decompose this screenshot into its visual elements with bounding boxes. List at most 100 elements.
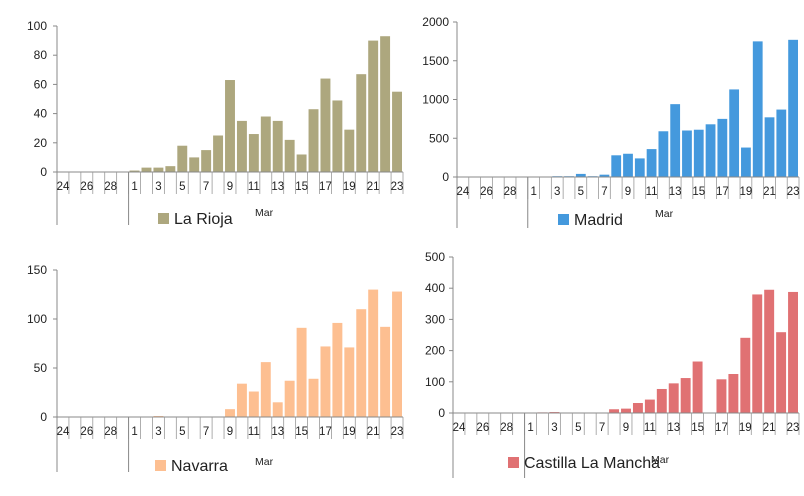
bar-18 [332, 323, 342, 417]
x-tick-label: 24 [57, 181, 70, 193]
legend-swatch [558, 214, 569, 225]
x-tick-label: 9 [227, 426, 233, 438]
bar-18 [729, 89, 739, 177]
legend-label: Castilla La Mancha [524, 455, 660, 472]
x-tick-label: 21 [367, 181, 380, 193]
x-tick-label: 28 [500, 422, 513, 434]
x-tick-label: 11 [248, 426, 260, 438]
x-tick-label: 5 [179, 426, 185, 438]
bar-15 [297, 154, 307, 172]
legend-label: Madrid [574, 212, 623, 229]
bar-22 [776, 332, 786, 413]
x-tick-label: 9 [625, 186, 631, 198]
x-tick-label: 24 [453, 422, 466, 434]
bar-19 [740, 338, 750, 413]
x-tick-label: 7 [601, 186, 607, 198]
bar-9 [621, 409, 631, 413]
y-tick-label: 1000 [422, 93, 449, 107]
x-month-label: Mar [651, 454, 670, 466]
x-tick-label: 23 [787, 422, 800, 434]
x-tick-label: 3 [554, 186, 560, 198]
x-tick-label: 19 [343, 426, 356, 438]
bar-10 [635, 158, 645, 177]
bar-11 [249, 392, 259, 417]
y-tick-label: 0 [40, 410, 47, 424]
y-tick-label: 100 [27, 312, 47, 326]
x-tick-label: 1 [131, 426, 137, 438]
x-tick-label: 19 [740, 186, 753, 198]
bar-17 [320, 79, 330, 172]
bar-16 [706, 124, 716, 177]
y-tick-label: 40 [34, 107, 48, 121]
x-tick-label: 17 [319, 426, 332, 438]
legend-swatch [155, 460, 166, 471]
x-tick-label: 28 [504, 186, 517, 198]
x-tick-label: 19 [343, 181, 356, 193]
bar-22 [380, 36, 390, 172]
bar-14 [285, 140, 295, 172]
bar-21 [764, 290, 774, 413]
bar-23 [788, 292, 798, 413]
x-tick-label: 23 [391, 426, 404, 438]
y-tick-label: 0 [40, 165, 47, 179]
bar-14 [681, 378, 691, 413]
x-tick-label: 7 [203, 426, 209, 438]
x-tick-label: 11 [646, 186, 658, 198]
x-tick-label: 21 [367, 426, 380, 438]
bar-8 [213, 136, 223, 173]
x-tick-label: 7 [599, 422, 605, 434]
bar-21 [765, 117, 775, 177]
x-tick-label: 23 [391, 181, 404, 193]
x-month-label: Mar [255, 456, 274, 468]
bar-16 [309, 379, 319, 417]
x-tick-label: 17 [715, 422, 728, 434]
bar-21 [368, 41, 378, 172]
bar-10 [237, 384, 247, 417]
y-tick-label: 100 [425, 375, 445, 389]
bar-5 [177, 146, 187, 172]
bar-19 [344, 130, 354, 172]
bar-16 [309, 109, 319, 172]
bar-11 [249, 134, 259, 172]
x-tick-label: 1 [527, 422, 533, 434]
legend-label: Navarra [171, 458, 228, 475]
y-tick-label: 0 [438, 406, 445, 420]
x-tick-label: 5 [179, 181, 185, 193]
bar-21 [368, 290, 378, 417]
bar-9 [225, 409, 235, 417]
y-tick-label: 500 [425, 250, 445, 264]
legend-label: La Rioja [174, 211, 233, 228]
bar-22 [776, 110, 786, 177]
bar-2 [142, 168, 152, 172]
bar-23 [392, 292, 402, 417]
x-tick-label: 21 [763, 422, 776, 434]
x-tick-label: 11 [644, 422, 656, 434]
x-tick-label: 5 [578, 186, 584, 198]
bar-20 [356, 309, 366, 417]
bar-9 [623, 154, 633, 177]
x-tick-label: 9 [623, 422, 629, 434]
legend-swatch [158, 213, 169, 224]
bar-19 [741, 148, 751, 177]
bar-14 [682, 131, 692, 178]
x-tick-label: 13 [271, 426, 284, 438]
bar-13 [670, 104, 680, 177]
y-tick-label: 400 [425, 281, 445, 295]
x-tick-label: 26 [80, 426, 93, 438]
y-tick-label: 80 [34, 48, 48, 62]
bar-17 [716, 379, 726, 413]
bar-15 [694, 130, 704, 177]
x-tick-label: 15 [295, 181, 308, 193]
bar-13 [669, 383, 679, 413]
x-tick-label: 15 [691, 422, 704, 434]
bar-23 [392, 92, 402, 172]
legend-swatch [508, 457, 519, 468]
y-tick-label: 150 [27, 263, 47, 277]
bar-19 [344, 347, 354, 417]
x-tick-label: 17 [319, 181, 332, 193]
